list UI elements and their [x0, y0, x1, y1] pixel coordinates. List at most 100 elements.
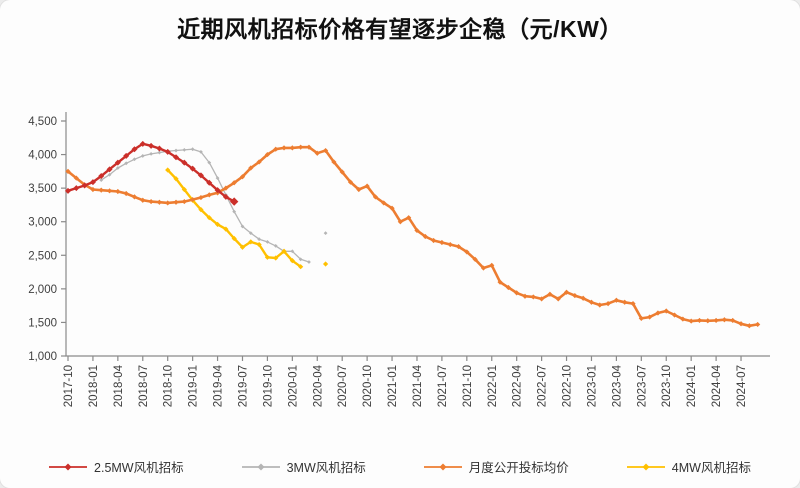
series-marker	[730, 317, 736, 324]
series-marker	[157, 150, 162, 155]
series-marker	[322, 261, 329, 267]
series-marker	[514, 290, 520, 296]
series-marker	[131, 146, 138, 153]
series-marker	[688, 318, 694, 324]
chart-title: 近期风机招标价格有望逐步企稳（元/KW）	[177, 16, 623, 42]
series-marker	[298, 257, 303, 262]
series-marker	[298, 144, 304, 150]
series-marker	[223, 185, 229, 191]
series-marker	[214, 221, 221, 227]
series-marker	[182, 147, 187, 152]
series-marker	[705, 318, 711, 324]
x-tick-label: 2021-04	[412, 364, 424, 407]
series-marker	[472, 256, 478, 262]
series-marker	[364, 183, 370, 189]
series-marker	[414, 227, 420, 234]
series-marker	[572, 292, 578, 299]
series-marker	[198, 207, 204, 213]
series-marker	[206, 192, 212, 198]
series-marker	[206, 179, 213, 186]
series-marker	[281, 248, 287, 254]
legend-swatch	[49, 463, 88, 470]
x-tick-label: 2019-10	[262, 365, 274, 407]
series-marker	[696, 317, 703, 324]
series-marker	[165, 167, 171, 173]
y-tick-label: 2,500	[28, 250, 57, 262]
series-marker	[106, 188, 113, 194]
series-marker	[298, 264, 304, 270]
series-marker	[455, 243, 462, 250]
series-marker	[123, 152, 130, 159]
series-marker	[98, 173, 105, 180]
legend-marker	[642, 463, 650, 470]
series-marker	[680, 316, 686, 322]
series-marker	[356, 186, 362, 193]
series-marker	[339, 169, 345, 175]
series-marker	[65, 187, 71, 194]
x-tick-label: 2018-04	[113, 364, 125, 407]
series-marker	[322, 147, 329, 154]
series-marker	[647, 314, 653, 320]
x-tick-label: 2020-10	[362, 365, 374, 407]
series-marker	[530, 294, 536, 300]
series-marker	[738, 321, 744, 327]
series-marker	[90, 186, 96, 193]
series-marker	[106, 166, 113, 173]
series-marker	[190, 147, 195, 152]
series-marker	[148, 142, 155, 149]
series-marker	[165, 200, 171, 206]
series-marker	[289, 258, 295, 264]
x-tick-label: 2020-07	[337, 365, 349, 407]
legend-marker	[257, 463, 265, 470]
legend-item-4: 4MW风机招标	[626, 457, 751, 476]
series-marker	[239, 244, 246, 250]
series-marker	[265, 239, 270, 244]
series-marker	[622, 299, 628, 305]
series-marker	[331, 159, 337, 165]
legend-swatch	[423, 463, 462, 470]
series-marker	[190, 196, 196, 203]
series-marker	[231, 180, 237, 186]
series-marker	[713, 317, 719, 324]
series-marker	[721, 317, 728, 323]
series-marker	[198, 194, 204, 201]
series-marker	[323, 231, 328, 236]
series-marker	[240, 224, 245, 229]
series-marker	[173, 176, 179, 182]
x-tick-label: 2021-01	[387, 365, 399, 407]
series-marker	[290, 249, 295, 254]
series-marker	[306, 144, 312, 150]
series-marker	[107, 172, 112, 177]
series-marker	[199, 149, 203, 154]
series-marker	[214, 187, 221, 194]
series-marker	[389, 205, 395, 211]
series-marker	[289, 145, 295, 151]
series-marker	[148, 198, 154, 205]
series-marker	[497, 279, 503, 285]
series-marker	[140, 154, 145, 158]
series-marker	[264, 151, 271, 158]
series-marker	[464, 249, 470, 255]
series-marker	[505, 284, 511, 291]
x-tick-label: 2019-04	[213, 364, 225, 407]
y-tick-label: 4,000	[28, 150, 57, 162]
y-tick-label: 3,000	[28, 217, 57, 229]
series-marker	[397, 219, 403, 225]
series-marker	[115, 166, 120, 170]
series-marker	[671, 312, 678, 318]
legend-swatch	[626, 463, 665, 470]
series-marker	[222, 193, 229, 200]
series-marker	[181, 186, 187, 193]
x-tick-label: 2023-01	[586, 365, 598, 407]
y-tick-label: 1,500	[28, 317, 57, 329]
axis-lines	[65, 112, 770, 357]
series-marker	[231, 235, 237, 242]
series-marker	[197, 172, 204, 179]
series-marker	[248, 231, 253, 236]
legend-label: 4MW风机招标	[671, 461, 751, 475]
series-marker	[273, 243, 278, 248]
series-marker	[638, 315, 644, 321]
x-tick-label: 2022-01	[487, 365, 499, 407]
x-tick-label: 2022-04	[512, 364, 524, 407]
